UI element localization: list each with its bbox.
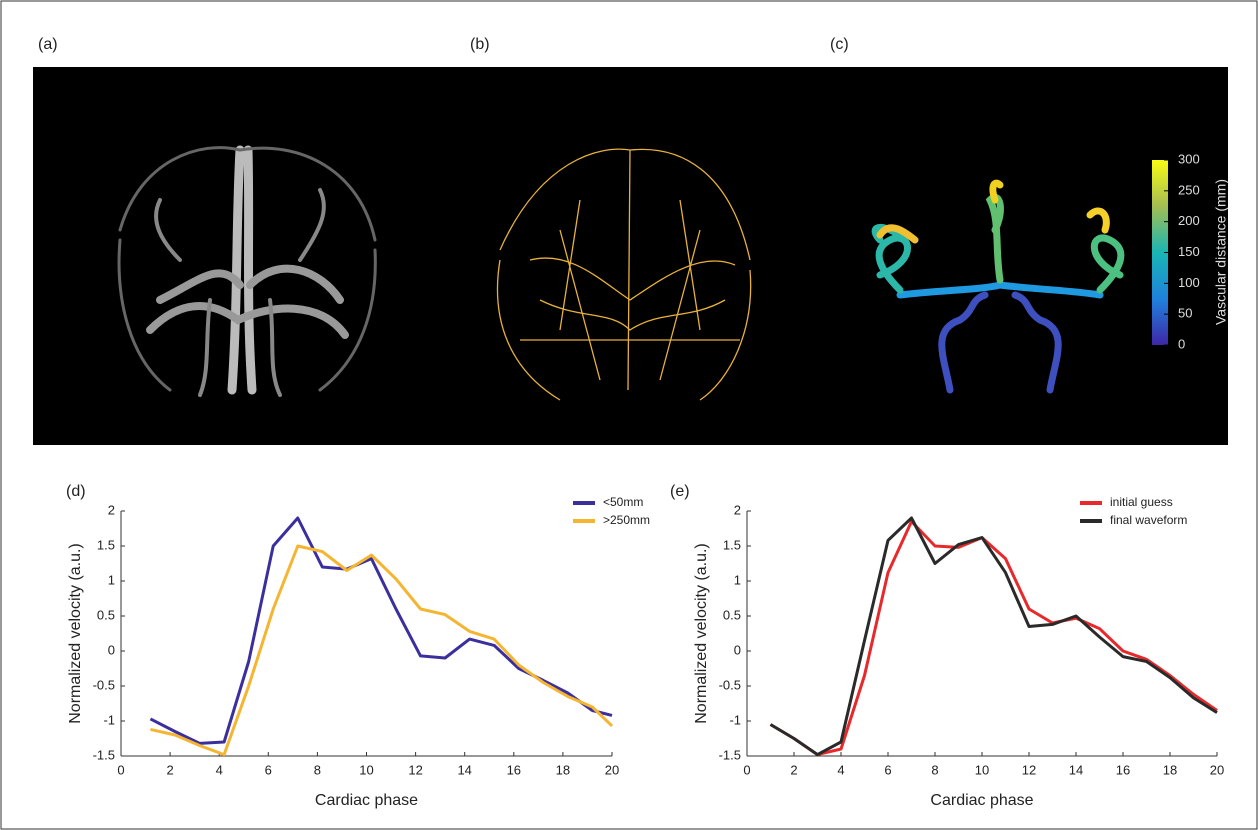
legend-label: >250mm xyxy=(603,513,650,527)
y-tick-label: -1.5 xyxy=(719,747,741,762)
x-tick-label: 2 xyxy=(166,762,173,777)
y-tick-label: -1.5 xyxy=(93,747,115,762)
x-axis-label: Cardiac phase xyxy=(315,792,418,809)
y-tick-label: -0.5 xyxy=(93,677,115,692)
y-axis-label: Normalized velocity (a.u.) xyxy=(693,543,710,724)
x-tick-label: 18 xyxy=(556,762,570,777)
panel-label: (b) xyxy=(470,36,490,53)
panel-label: (a) xyxy=(38,36,58,53)
panel-label: (d) xyxy=(66,483,86,500)
y-tick-label: 1 xyxy=(108,572,115,587)
legend-label: initial guess xyxy=(1110,495,1173,509)
figure: (a) (b) (c) (d) (e) Vascular distance (m… xyxy=(0,0,1258,830)
colorbar-label: Vascular distance (mm) xyxy=(1213,179,1229,325)
x-tick-label: 4 xyxy=(216,762,223,777)
x-tick-label: 6 xyxy=(265,762,272,777)
x-tick-label: 2 xyxy=(790,762,797,777)
x-tick-label: 16 xyxy=(1116,762,1130,777)
x-tick-label: 0 xyxy=(743,762,750,777)
x-tick-label: 10 xyxy=(359,762,373,777)
colorbar-tick-label: 150 xyxy=(1178,244,1200,259)
y-tick-label: -0.5 xyxy=(719,677,741,692)
y-axis-label: Normalized velocity (a.u.) xyxy=(67,543,84,724)
x-tick-label: 14 xyxy=(457,762,471,777)
y-tick-label: 0 xyxy=(734,642,741,657)
colorbar-tick-label: 200 xyxy=(1178,213,1200,228)
y-tick-label: -1 xyxy=(103,712,115,727)
panel-label: (c) xyxy=(830,36,849,53)
colorbar-tick-label: 300 xyxy=(1178,151,1200,166)
y-tick-label: 0 xyxy=(108,642,115,657)
x-tick-label: 8 xyxy=(314,762,321,777)
x-tick-label: 6 xyxy=(884,762,891,777)
x-tick-label: 14 xyxy=(1069,762,1083,777)
y-tick-label: 0.5 xyxy=(723,607,741,622)
x-tick-label: 20 xyxy=(605,762,619,777)
y-tick-label: 1.5 xyxy=(97,537,115,552)
y-tick-label: -1 xyxy=(729,712,741,727)
y-tick-label: 1 xyxy=(734,572,741,587)
x-tick-label: 12 xyxy=(408,762,422,777)
legend-label: final waveform xyxy=(1110,513,1187,527)
x-tick-label: 8 xyxy=(931,762,938,777)
colorbar-tick-label: 100 xyxy=(1178,275,1200,290)
x-tick-label: 0 xyxy=(117,762,124,777)
colorbar-tick-label: 50 xyxy=(1178,306,1192,321)
x-tick-label: 10 xyxy=(975,762,989,777)
x-tick-label: 12 xyxy=(1022,762,1036,777)
legend-label: <50mm xyxy=(603,495,643,509)
colorbar-tick-label: 0 xyxy=(1178,336,1185,351)
x-tick-label: 18 xyxy=(1163,762,1177,777)
y-tick-label: 2 xyxy=(108,502,115,517)
y-tick-label: 0.5 xyxy=(97,607,115,622)
colorbar-tick-label: 250 xyxy=(1178,182,1200,197)
panel-label: (e) xyxy=(670,483,690,500)
y-tick-label: 1.5 xyxy=(723,537,741,552)
x-tick-label: 16 xyxy=(507,762,521,777)
x-tick-label: 4 xyxy=(837,762,844,777)
y-tick-label: 2 xyxy=(734,502,741,517)
x-tick-label: 20 xyxy=(1210,762,1224,777)
x-axis-label: Cardiac phase xyxy=(930,792,1033,809)
